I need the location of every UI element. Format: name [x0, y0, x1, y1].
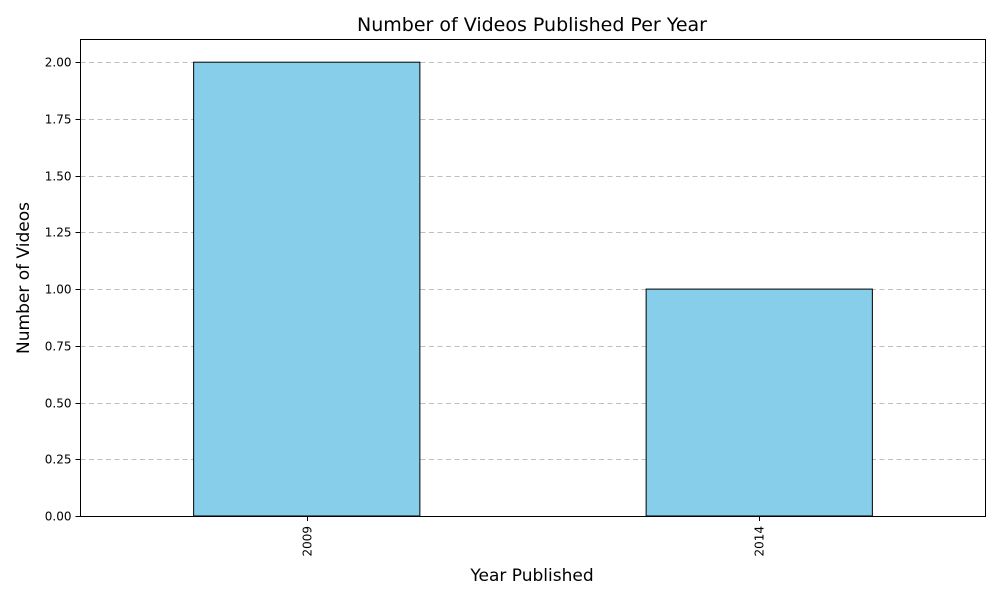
- y-tick-label: 0.00: [45, 510, 72, 524]
- y-axis-label: Number of Videos: [14, 202, 34, 354]
- y-tick-label: 0.25: [45, 453, 72, 467]
- plot-frame: [80, 39, 986, 517]
- bar-2009: [193, 61, 421, 517]
- bars: [193, 61, 873, 517]
- y-tick-label: 2.00: [45, 56, 72, 70]
- chart-title: Number of Videos Published Per Year: [357, 14, 707, 36]
- y-axis-ticks: 0.00 0.25 0.50 0.75 1.00 1.25 1.50 1.75 2.00: [45, 56, 81, 524]
- bar-2014: [645, 288, 873, 517]
- y-tick-label: 0.50: [45, 397, 72, 411]
- y-tick-label: 0.75: [45, 340, 72, 354]
- x-tick-label: 2009: [301, 526, 315, 557]
- x-axis-ticks: 2009 2014: [301, 516, 767, 557]
- x-axis-label: Year Published: [469, 566, 593, 586]
- y-tick-label: 1.00: [45, 283, 72, 297]
- x-tick-label: 2014: [753, 526, 767, 557]
- y-tick-label: 1.25: [45, 226, 72, 240]
- y-tick-label: 1.75: [45, 113, 72, 127]
- y-tick-label: 1.50: [45, 170, 72, 184]
